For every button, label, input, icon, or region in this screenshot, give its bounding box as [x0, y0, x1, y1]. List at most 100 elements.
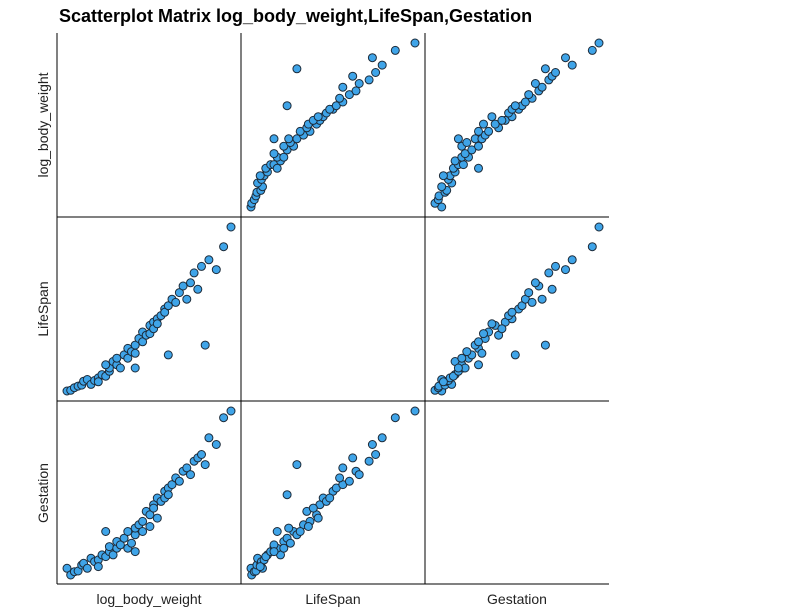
data-point: [119, 533, 129, 543]
data-point: [211, 265, 221, 275]
data-point: [344, 90, 354, 100]
data-point: [62, 563, 72, 573]
data-point: [561, 53, 570, 63]
data-point: [269, 134, 279, 144]
x-axis-label-log_body_weight: log_body_weight: [96, 591, 201, 607]
data-point: [130, 363, 140, 373]
data-point: [219, 242, 229, 252]
y-axis-label-log_body_weight: log_body_weight: [35, 72, 51, 177]
data-point: [167, 480, 177, 490]
chart-title: Scatterplot Matrix log_body_weight,LifeS…: [59, 6, 533, 26]
data-point: [377, 60, 387, 70]
data-point: [338, 82, 348, 92]
data-point: [204, 433, 214, 443]
data-point: [474, 360, 483, 370]
data-point: [123, 527, 133, 536]
x-axis-label-Gestation: Gestation: [487, 591, 547, 607]
data-point: [163, 350, 173, 360]
data-point: [453, 363, 463, 373]
scatter-cell-Gestation-vs-log_body_weight: [62, 406, 236, 580]
data-point: [193, 284, 203, 294]
data-point: [458, 160, 468, 170]
data-point: [351, 86, 361, 96]
data-point: [152, 513, 162, 523]
data-point: [197, 261, 206, 271]
data-point: [530, 79, 540, 88]
data-point: [587, 242, 597, 252]
data-point: [115, 363, 125, 373]
data-point: [200, 460, 210, 470]
data-point: [112, 353, 122, 363]
data-point: [371, 68, 381, 77]
data-point: [269, 149, 279, 159]
data-point: [127, 538, 136, 548]
data-point: [367, 53, 377, 63]
data-point: [130, 547, 140, 557]
data-point: [145, 522, 155, 531]
data-point: [474, 126, 483, 136]
y-axis-label-Gestation: Gestation: [35, 463, 51, 523]
data-point: [101, 360, 111, 370]
data-point: [474, 141, 483, 151]
data-point: [437, 202, 447, 212]
data-point: [282, 101, 292, 111]
data-point: [335, 473, 345, 483]
data-point: [487, 319, 497, 329]
matrix-frame: [56, 33, 609, 585]
data-point: [540, 340, 550, 350]
data-point: [474, 163, 483, 173]
data-point: [82, 563, 92, 573]
data-point: [537, 82, 547, 92]
data-point: [524, 90, 534, 100]
data-point: [364, 75, 374, 85]
data-point: [152, 319, 162, 329]
data-point: [348, 71, 358, 81]
data-point: [219, 413, 229, 423]
scatter-cell-LifeSpan-vs-Gestation: [430, 222, 604, 396]
data-point: [477, 348, 487, 358]
data-point: [479, 329, 488, 339]
data-point: [204, 255, 214, 265]
data-point: [138, 516, 148, 526]
data-point: [108, 550, 118, 560]
data-point: [537, 294, 547, 304]
data-point: [524, 288, 534, 298]
data-point: [149, 503, 159, 513]
data-point: [510, 101, 520, 111]
y-axis-label-LifeSpan: LifeSpan: [35, 281, 51, 336]
data-point: [344, 476, 354, 486]
data-point: [567, 60, 577, 70]
data-point: [93, 377, 103, 387]
data-point: [457, 353, 467, 363]
data-point: [186, 470, 195, 480]
data-point: [325, 493, 335, 503]
data-point: [497, 324, 507, 334]
data-point: [377, 433, 387, 443]
data-point: [226, 222, 236, 232]
data-point: [115, 540, 125, 550]
data-point: [93, 562, 103, 572]
data-point: [255, 562, 265, 572]
data-point: [313, 513, 323, 523]
data-point: [462, 347, 472, 357]
scatter-points: [62, 38, 604, 580]
data-point: [453, 134, 463, 144]
data-point: [450, 156, 460, 166]
data-point: [285, 538, 295, 548]
data-point: [520, 97, 530, 107]
data-point: [371, 450, 381, 459]
scatter-cell-log_body_weight-vs-Gestation: [430, 38, 604, 212]
data-point: [410, 406, 420, 416]
data-point: [186, 278, 195, 288]
data-point: [174, 288, 184, 298]
data-point: [335, 93, 345, 103]
data-point: [272, 527, 282, 536]
data-point: [295, 527, 305, 536]
data-point: [138, 527, 148, 536]
axis-labels: log_body_weight log_body_weight LifeSpan Li…: [35, 72, 547, 607]
data-point: [178, 281, 188, 291]
data-point: [438, 377, 448, 387]
data-point: [123, 353, 133, 363]
data-point: [313, 112, 323, 122]
data-point: [527, 297, 537, 307]
